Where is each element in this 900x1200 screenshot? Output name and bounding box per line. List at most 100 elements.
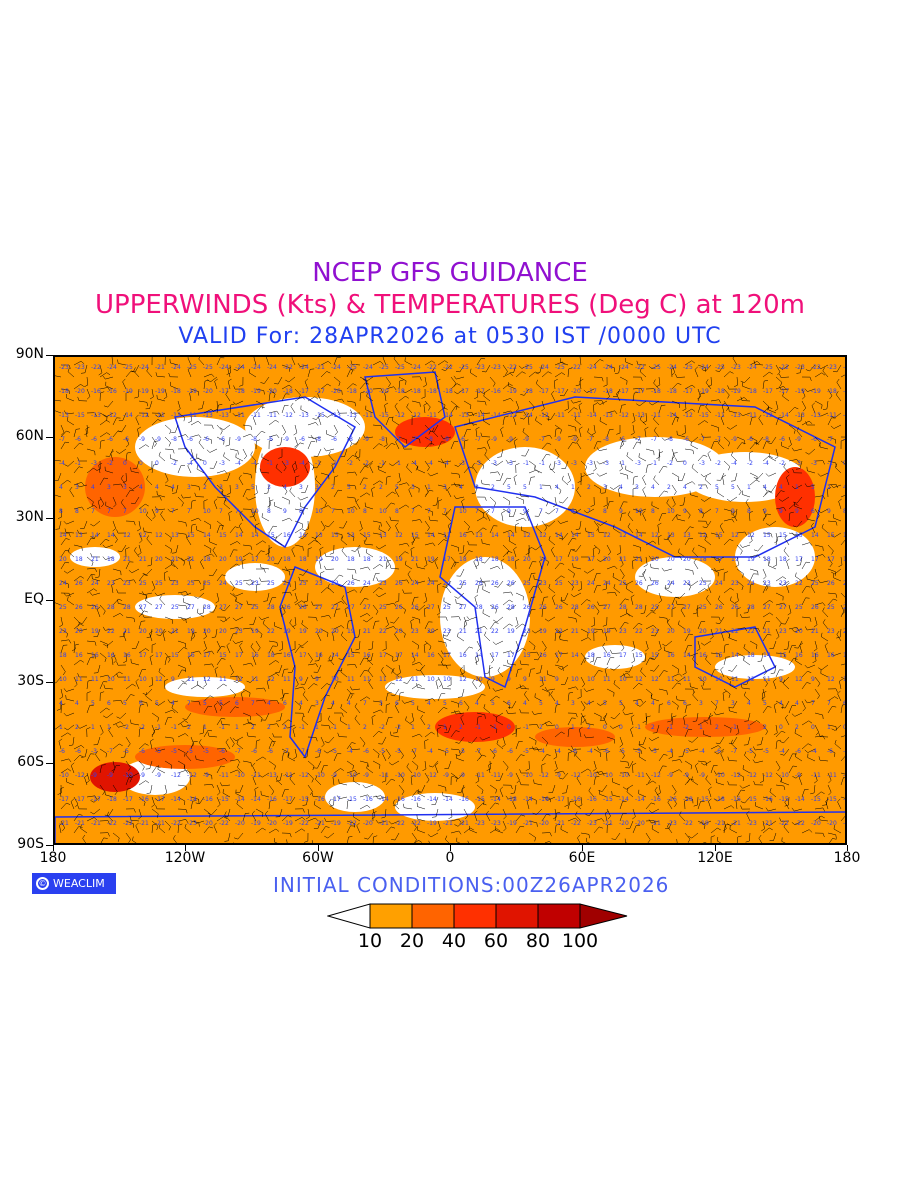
temperature-value: -23 bbox=[795, 364, 805, 371]
wind-barb bbox=[801, 829, 813, 834]
wind-barb bbox=[351, 574, 361, 582]
wind-barb bbox=[775, 417, 783, 426]
wind-barb bbox=[268, 799, 274, 810]
wind-barb bbox=[639, 415, 647, 426]
temperature-value: 7 bbox=[107, 508, 111, 515]
temperature-value: 21 bbox=[571, 628, 579, 635]
x-axis-label: 60E bbox=[568, 850, 596, 866]
temperature-value: -21 bbox=[555, 820, 565, 827]
wind-barb bbox=[445, 835, 450, 843]
wind-barb bbox=[762, 585, 771, 594]
temperature-value: -5 bbox=[443, 748, 449, 755]
wind-barb bbox=[762, 827, 773, 834]
temperature-value: -9 bbox=[155, 772, 161, 779]
temperature-value: -14 bbox=[795, 796, 805, 803]
temperature-value: -5 bbox=[523, 748, 529, 755]
temperature-value: 14 bbox=[203, 532, 211, 539]
wind-barb bbox=[347, 836, 353, 843]
wind-temperature-map: -23 -23 -22 -24 -25 -24 -21 -24 -25 -25 -24 -24 -24-… bbox=[53, 355, 847, 845]
temperature-value: -20 bbox=[363, 388, 373, 395]
temperature-value: 17 bbox=[619, 652, 627, 659]
wind-barb bbox=[483, 392, 491, 402]
temperature-value: -14 bbox=[667, 412, 677, 419]
temperature-value: 2 bbox=[363, 484, 367, 491]
wind-barb bbox=[229, 627, 241, 631]
temperature-value: -23 bbox=[731, 364, 741, 371]
wind-barb bbox=[811, 402, 816, 414]
wind-barb bbox=[216, 784, 221, 796]
wind-barb bbox=[450, 483, 462, 488]
wind-barb bbox=[177, 682, 187, 690]
wind-barb bbox=[829, 838, 837, 843]
wind-barb bbox=[486, 760, 491, 771]
wind-barb bbox=[337, 732, 348, 738]
wind-barb bbox=[177, 664, 186, 673]
wind-barb bbox=[653, 427, 660, 438]
temperature-value: 17 bbox=[443, 556, 451, 563]
wind-barb bbox=[710, 827, 721, 834]
wind-barb bbox=[813, 772, 818, 784]
wind-barb bbox=[658, 688, 668, 695]
temperature-value: -23 bbox=[827, 364, 837, 371]
wind-barb bbox=[164, 760, 173, 770]
wind-barb bbox=[406, 463, 413, 474]
wind-barb bbox=[255, 628, 263, 639]
wind-barb bbox=[167, 699, 179, 704]
wind-barb bbox=[138, 808, 142, 820]
wind-barb bbox=[393, 357, 400, 366]
wind-barb bbox=[762, 371, 773, 378]
wind-barb bbox=[239, 642, 244, 654]
temperature-value: 25 bbox=[459, 580, 467, 587]
temperature-value: -2 bbox=[171, 460, 177, 467]
temperature-value: 0 bbox=[203, 460, 207, 467]
temperature-value: -24 bbox=[219, 364, 229, 371]
temperature-value: 27 bbox=[347, 604, 355, 611]
wind-barb bbox=[575, 751, 582, 762]
wind-barb bbox=[355, 640, 361, 651]
wind-barb bbox=[416, 802, 426, 810]
wind-barb bbox=[729, 825, 738, 834]
wind-barb bbox=[149, 630, 153, 642]
temperature-value: 27 bbox=[683, 604, 691, 611]
strong-wind-region bbox=[260, 447, 310, 487]
wind-barb bbox=[86, 467, 97, 474]
temperature-value: 14 bbox=[235, 532, 243, 539]
wind-barb bbox=[401, 700, 413, 704]
temperature-value: -17 bbox=[619, 388, 629, 395]
wind-barb bbox=[602, 580, 608, 591]
wind-barb bbox=[116, 529, 127, 534]
temperature-value: 19 bbox=[747, 556, 755, 563]
wind-barb bbox=[723, 805, 735, 810]
temperature-value: 20 bbox=[331, 628, 339, 635]
wind-barb bbox=[684, 580, 691, 591]
wind-barb bbox=[444, 724, 452, 733]
y-tick bbox=[46, 355, 53, 356]
wind-barb bbox=[346, 484, 357, 490]
wind-barb bbox=[512, 798, 517, 810]
wind-barb bbox=[254, 786, 259, 798]
valid-time: VALID For: 28APR2026 at 0530 IST /0000 U… bbox=[178, 324, 722, 349]
wind-barb bbox=[294, 396, 306, 402]
wind-barb bbox=[489, 525, 498, 534]
wind-barb bbox=[814, 544, 824, 551]
wind-barb bbox=[554, 823, 561, 834]
wind-barb bbox=[255, 827, 266, 834]
temperature-value: 13 bbox=[843, 532, 847, 539]
temperature-value: 16 bbox=[283, 652, 291, 659]
wind-barb bbox=[102, 626, 114, 631]
wind-barb bbox=[116, 673, 127, 678]
temperature-value: -22 bbox=[395, 820, 405, 827]
wind-barb bbox=[359, 391, 365, 402]
temperature-value: 26 bbox=[283, 604, 291, 611]
wind-barb bbox=[359, 585, 369, 594]
wind-barb bbox=[494, 580, 504, 588]
wind-barb bbox=[631, 652, 635, 664]
wind-barb bbox=[463, 429, 471, 438]
wind-barb bbox=[164, 717, 172, 726]
wind-barb bbox=[654, 786, 660, 798]
temperature-value: 9 bbox=[299, 676, 303, 683]
wind-barb bbox=[599, 790, 608, 798]
wind-barb bbox=[510, 784, 517, 794]
temperature-value: -1 bbox=[75, 460, 81, 467]
wind-barb bbox=[597, 528, 608, 534]
